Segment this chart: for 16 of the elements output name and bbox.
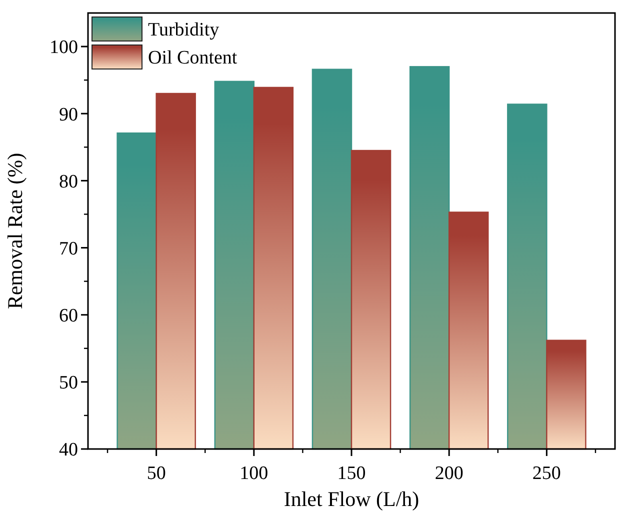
y-tick-label: 70: [59, 238, 78, 260]
y-tick-label: 50: [59, 372, 78, 394]
y-tick-label: 90: [59, 104, 78, 126]
y-tick-label: 60: [59, 305, 78, 326]
x-tick-label: 150: [337, 463, 366, 484]
y-axis-title: Removal Rate (%): [3, 152, 27, 310]
y-tick-label: 80: [59, 171, 78, 192]
y-tick-label: 40: [59, 440, 78, 461]
legend-label: Oil Content: [148, 48, 238, 69]
y-tick-label: 100: [50, 37, 78, 58]
x-axis-title: Inlet Flow (L/h): [284, 487, 420, 511]
x-tick-label: 250: [532, 463, 561, 484]
x-tick-label: 50: [146, 463, 166, 484]
x-tick-label: 100: [240, 463, 268, 484]
x-tick-label: 200: [434, 463, 464, 484]
legend-label: Turbidity: [148, 20, 220, 41]
